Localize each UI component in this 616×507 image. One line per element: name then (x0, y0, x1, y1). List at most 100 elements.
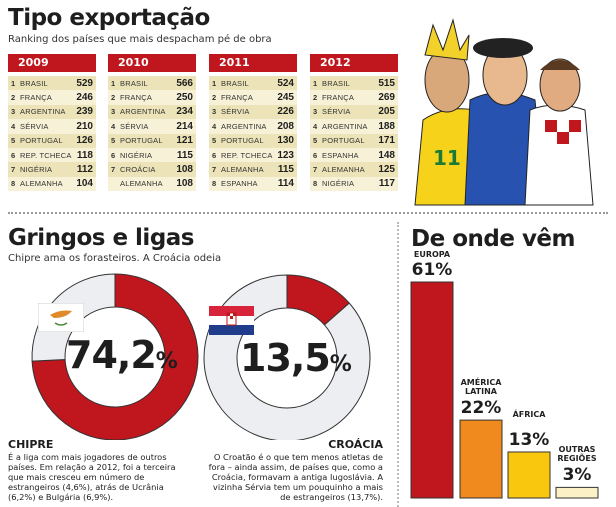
bar-category: OUTRAS REGIÕES (557, 445, 597, 464)
table-row: 2 FRANÇA 269 (310, 90, 398, 105)
country: PORTUGAL (120, 136, 163, 146)
country: SÉRVIA (221, 107, 250, 117)
count: 269 (378, 92, 395, 104)
count: 566 (176, 77, 193, 89)
table-row: 5 PORTUGAL 121 (108, 133, 196, 148)
country: BRASIL (221, 78, 249, 88)
count: 210 (76, 120, 93, 132)
count: 226 (277, 106, 294, 118)
count: 112 (76, 164, 93, 176)
croatia-label: CROÁCIA (328, 438, 383, 451)
country: ARGENTINA (322, 121, 368, 131)
divider (397, 222, 399, 507)
svg-text:11: 11 (433, 146, 461, 170)
table-row: 4 SÉRVIA 214 (108, 119, 196, 134)
country: REP. TCHECA (221, 150, 273, 160)
rank: 1 (313, 78, 318, 88)
country: ALEMANHA (221, 165, 264, 175)
count: 239 (76, 106, 93, 118)
count: 208 (277, 120, 294, 132)
count: 130 (277, 135, 294, 147)
country: FRANÇA (322, 93, 355, 103)
donut-slice-foreign (31, 273, 199, 440)
cyprus-text: É a liga com mais jogadores de outros pa… (8, 452, 176, 502)
table-year: 2011 (209, 54, 297, 72)
bar-0 (410, 281, 454, 499)
rank: 8 (11, 179, 16, 189)
country: SÉRVIA (20, 121, 49, 131)
table-row: 4 ARGENTINA 188 (310, 119, 398, 134)
rank: 3 (111, 107, 116, 117)
country: ARGENTINA (120, 107, 166, 117)
table-row: 4 ARGENTINA 208 (209, 119, 297, 134)
rank: 4 (212, 121, 217, 131)
count: 118 (76, 149, 93, 161)
croatia-percentage: 13,5% (240, 336, 352, 380)
table-year: 2010 (108, 54, 196, 72)
rank: 4 (111, 121, 116, 131)
rank: 7 (11, 165, 16, 175)
count: 125 (378, 164, 395, 176)
country: ALEMANHA (322, 165, 365, 175)
country: CROÁCIA (120, 165, 156, 175)
table-row: 7 NIGÉRIA 112 (8, 162, 96, 177)
ranking-table-2012: 2012 1 BRASIL 515 2 FRANÇA 269 3 SÉRVIA 205 4 ARGEN… (310, 54, 398, 192)
section-subtitle: Ranking dos países que mais despacham pé… (8, 34, 272, 45)
country: FRANÇA (120, 93, 153, 103)
table-year: 2012 (310, 54, 398, 72)
rank: 5 (11, 136, 16, 146)
bar-2 (507, 451, 551, 499)
count: 246 (76, 92, 93, 104)
table-row: 7 CROÁCIA 108 (108, 162, 196, 177)
section-title: De onde vêm (411, 226, 576, 252)
country: SÉRVIA (120, 121, 149, 131)
rank: 7 (313, 165, 318, 175)
count: 115 (176, 149, 193, 161)
table-row: 6 REP. TCHECA 118 (8, 147, 96, 163)
table-row: 1 BRASIL 566 (108, 76, 196, 91)
country: PORTUGAL (322, 136, 365, 146)
bar-1 (459, 419, 503, 499)
table-row: 6 NIGÉRIA 115 (108, 147, 196, 163)
table-row: 3 SÉRVIA 226 (209, 104, 297, 120)
table-row: 8 ALEMANHA 104 (8, 176, 96, 192)
table-row: 2 FRANÇA 250 (108, 90, 196, 105)
cyprus-flag (38, 303, 84, 332)
country: BRASIL (120, 78, 148, 88)
country: NIGÉRIA (20, 165, 53, 175)
count: 123 (277, 149, 294, 161)
unit: % (155, 349, 178, 374)
ranking-table-2009: 2009 1 BRASIL 529 2 FRANÇA 246 3 ARGENTINA 239 4 SÉ… (8, 54, 96, 192)
section-title: Gringos e ligas (8, 225, 195, 251)
table-row: 1 BRASIL 524 (209, 76, 297, 91)
unit: % (329, 352, 352, 377)
rank: 6 (212, 150, 217, 160)
count: 114 (277, 178, 294, 190)
rank: 7 (111, 165, 116, 175)
rank: 2 (111, 93, 116, 103)
croatia-text: O Croatão é o que tem menos atletas de f… (208, 452, 383, 502)
bar-value: 22% (460, 398, 502, 419)
rank: 6 (313, 150, 318, 160)
country: FRANÇA (20, 93, 53, 103)
table-row: 2 FRANÇA 246 (8, 90, 96, 105)
count: 117 (378, 178, 395, 190)
table-row: 3 ARGENTINA 234 (108, 104, 196, 120)
bar-value: 61% (411, 260, 453, 280)
count: 529 (76, 77, 93, 89)
rank: 5 (111, 136, 116, 146)
rank: 2 (11, 93, 16, 103)
country: BRASIL (20, 78, 48, 88)
bar-category: AMÉRICA LATINA (460, 378, 502, 397)
table-row: 8 NIGÉRIA 117 (310, 176, 398, 192)
rank: 6 (111, 150, 116, 160)
rank: 5 (313, 136, 318, 146)
rank: 8 (313, 179, 318, 189)
table-row: 5 PORTUGAL 171 (310, 133, 398, 148)
count: 524 (277, 77, 294, 89)
table-row: 6 ESPANHA 148 (310, 147, 398, 163)
count: 171 (378, 135, 395, 147)
country: ALEMANHA (20, 179, 63, 189)
cyprus-label: CHIPRE (8, 438, 54, 451)
